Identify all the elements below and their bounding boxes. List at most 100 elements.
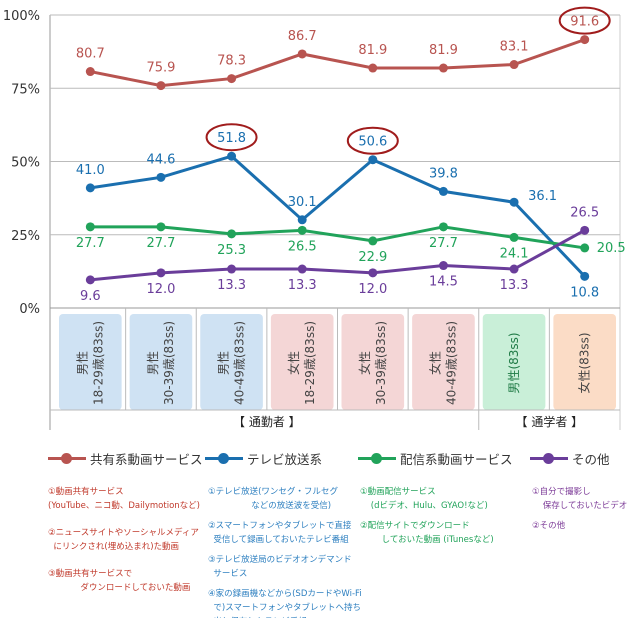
svg-text:男性: 男性 [217,351,231,375]
data-label: 14.5 [429,275,458,290]
legend-label: その他 [572,452,610,467]
data-label: 27.7 [146,236,175,251]
series-line [90,225,585,250]
data-label: 81.9 [358,43,387,58]
data-label: 12.0 [146,282,175,297]
series-note: ④家の録画機などから(SDカードやWi-Fi で)スマートフォンやタブレットへ持… [208,589,362,618]
data-point [580,243,590,253]
data-label: 22.9 [358,250,387,265]
series-note: ①動画共有サービス (YouTube、ニコ動、Dailymotionなど) [48,487,200,511]
data-point [156,268,166,278]
data-point [156,81,166,91]
data-label: 81.9 [429,43,458,58]
svg-text:女性: 女性 [357,351,372,375]
series-line [90,229,586,282]
legend-item: 配信系動画サービス [358,449,513,468]
highlight-circle [558,6,611,35]
series-note: ①テレビ放送(ワンセグ・フルセグ などの放送波を受信) [208,487,338,511]
data-point [368,155,378,165]
data-label: 36.1 [528,189,557,204]
data-label: 13.3 [500,278,529,293]
category-label: 男性 30-39歳(83ss) [146,321,176,405]
legend-label: 配信系動画サービス [400,452,513,467]
legend-marker [358,453,396,464]
data-point [509,232,519,242]
series-note: ③テレビ放送局のビデオオンデマンド サービス [208,555,352,579]
data-point [580,35,590,45]
data-label: 13.3 [288,278,317,293]
data-point [368,236,378,246]
svg-text:女性: 女性 [427,351,442,375]
data-point [438,222,448,232]
data-point [85,222,95,232]
highlight-circle [205,123,258,152]
data-label: 51.8 [217,131,246,146]
group-label-commuter: 【 通勤者 】 [233,415,301,429]
category-box [129,314,193,410]
data-point [438,63,448,73]
data-point [227,264,237,274]
data-label: 20.5 [597,241,626,256]
legend-item: その他 [530,449,610,468]
category-label: 男性 18-29歳(83ss) [75,321,105,405]
data-point [580,225,590,235]
svg-text:女性: 女性 [286,351,301,375]
y-tick-label: 25% [11,229,40,244]
legend-item: テレビ放送系 [205,449,322,468]
data-point [297,215,307,225]
data-point [368,268,378,278]
data-point [297,264,307,274]
category-box [482,314,546,410]
y-tick-label: 100% [3,9,40,24]
data-point [85,275,95,285]
data-point [509,264,519,274]
series-note: ②その他 [532,521,566,531]
data-label: 27.7 [429,236,458,251]
data-point [580,271,590,281]
series-note: ③動画共有サービスで ダウンロードしておいた動画 [48,569,191,593]
group-label-student: 【 通学者 】 [516,414,584,429]
data-label: 91.6 [570,15,599,30]
category-label: 女性 18-29歳(83ss) [286,321,317,405]
data-label: 26.5 [570,205,599,220]
svg-text:40-49歳(83ss): 40-49歳(83ss) [233,321,247,405]
category-box [412,314,475,410]
data-label: 83.1 [500,40,529,55]
series-note: ②配信サイトでダウンロード しておいた動画 (iTunesなど) [360,521,494,545]
y-tick-label: 75% [11,82,40,97]
data-label: 10.8 [570,285,599,300]
legend-label: テレビ放送系 [247,452,323,467]
data-point [85,67,95,77]
data-label: 50.6 [358,135,387,150]
data-point [438,261,448,271]
data-label: 13.3 [217,278,246,293]
category-box [270,314,334,410]
data-label: 30.1 [288,195,317,210]
series-note: ②スマートフォンやタブレットで直接 受信して録画しておいたテレビ番組 [208,521,352,545]
category-label: 男性 40-49歳(83ss) [217,321,247,405]
y-tick-label: 0% [19,302,40,317]
category-box [59,314,122,410]
data-label: 39.8 [429,166,458,181]
legend-marker [530,453,568,464]
series-note: ②ニュースサイトやソーシャルメディア にリンクされ(埋め込まれ)た動画 [48,528,199,552]
svg-text:男性: 男性 [146,351,160,375]
data-point [509,197,519,207]
series-note: ①動画配信サービス (dビデオ、Hulu、GYAO!など) [360,487,488,511]
y-tick-label: 50% [11,156,40,171]
data-point [227,229,237,239]
svg-text:男性: 男性 [75,351,89,375]
category-label: 女性(83ss) [577,332,592,393]
data-label: 24.1 [500,246,529,261]
series-note: ①自分で撮影し 保存しておいたビデオ [532,487,628,511]
legend-marker [205,453,243,464]
legend-label: 共有系動画サービス [90,452,203,467]
svg-text:18-29歳(83ss): 18-29歳(83ss) [303,321,317,405]
data-point [227,74,237,84]
data-label: 26.5 [288,239,317,254]
data-point [297,225,307,235]
data-label: 12.0 [358,282,387,297]
category-box [553,314,616,410]
series-line [90,154,586,278]
